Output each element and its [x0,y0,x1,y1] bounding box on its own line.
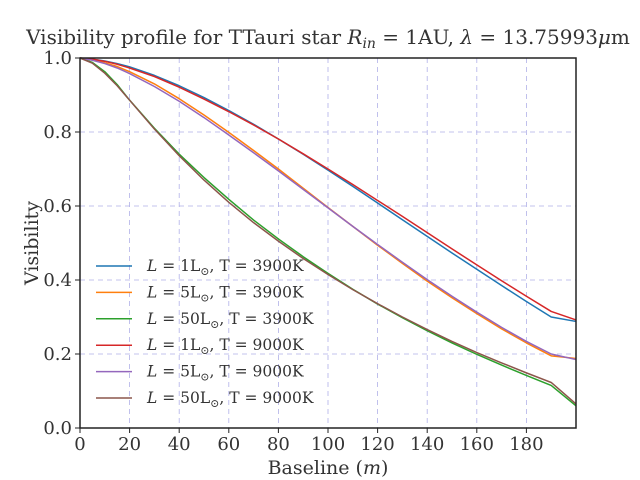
legend-label-2: L = 5L⊙, T = 3900K [146,283,304,304]
y-tick-label: 0.8 [43,122,72,143]
legend-label-6: L = 50L⊙, T = 9000K [146,389,314,410]
title-r-symbol: R [346,25,362,49]
x-tick-label: 180 [509,434,543,455]
x-tick-label: 20 [118,434,141,455]
series-line-5 [79,57,577,361]
legend-label-3: L = 50L⊙, T = 3900K [146,310,314,331]
chart-title: Visibility profile for TTauri star Rin =… [25,25,630,52]
x-tick-label: 40 [168,434,191,455]
x-tick-label: 100 [311,434,345,455]
x-axis-label-close: ) [381,457,388,479]
y-tick-label: 1.0 [43,48,72,69]
title-prefix: Visibility profile for TTauri star [25,25,347,49]
title-r-subscript: in [362,36,376,52]
title-unit: m [611,25,630,49]
y-axis-label: Visibility [21,201,43,286]
y-tick-label: 0.4 [43,270,72,291]
legend-label-4: L = 1L⊙, T = 9000K [146,336,304,357]
grid-lines [80,58,576,428]
x-tick-label: 140 [410,434,444,455]
x-tick-label: 160 [460,434,494,455]
series-line-6 [79,57,577,405]
x-axis-label: Baseline (m) [268,457,389,479]
x-tick-label: 80 [267,434,290,455]
y-tick-label: 0.0 [43,418,72,439]
title-rin-equals: = 1AU, [376,25,460,49]
legend-label-5: L = 5L⊙, T = 9000K [146,363,304,384]
legend: L = 1L⊙, T = 3900K L = 5L⊙, T = 3900K L = … [96,257,314,410]
x-tick-label: 120 [360,434,394,455]
series-line-4 [79,57,577,321]
x-axis-label-text: Baseline [268,457,356,479]
y-tick-label: 0.6 [43,196,72,217]
x-axis-label-var: m [363,457,381,479]
legend-label-1: L = 1L⊙, T = 3900K [146,257,304,278]
title-lambda-symbol: λ [459,25,473,49]
y-tick-label: 0.2 [43,344,72,365]
series-lines [79,57,577,407]
title-lambda-equals: = 13.75993 [473,25,598,49]
series-line-2 [79,57,577,360]
x-axis-label-open: ( [356,457,363,479]
x-tick-label: 0 [74,434,85,455]
axis-ticks: 0 20 40 60 80 100 120 140 160 180 0.0 0.2 0.4 0.6 0.8 1… [43,48,543,455]
x-tick-label: 60 [217,434,240,455]
title-mu-symbol: μ [598,25,611,49]
